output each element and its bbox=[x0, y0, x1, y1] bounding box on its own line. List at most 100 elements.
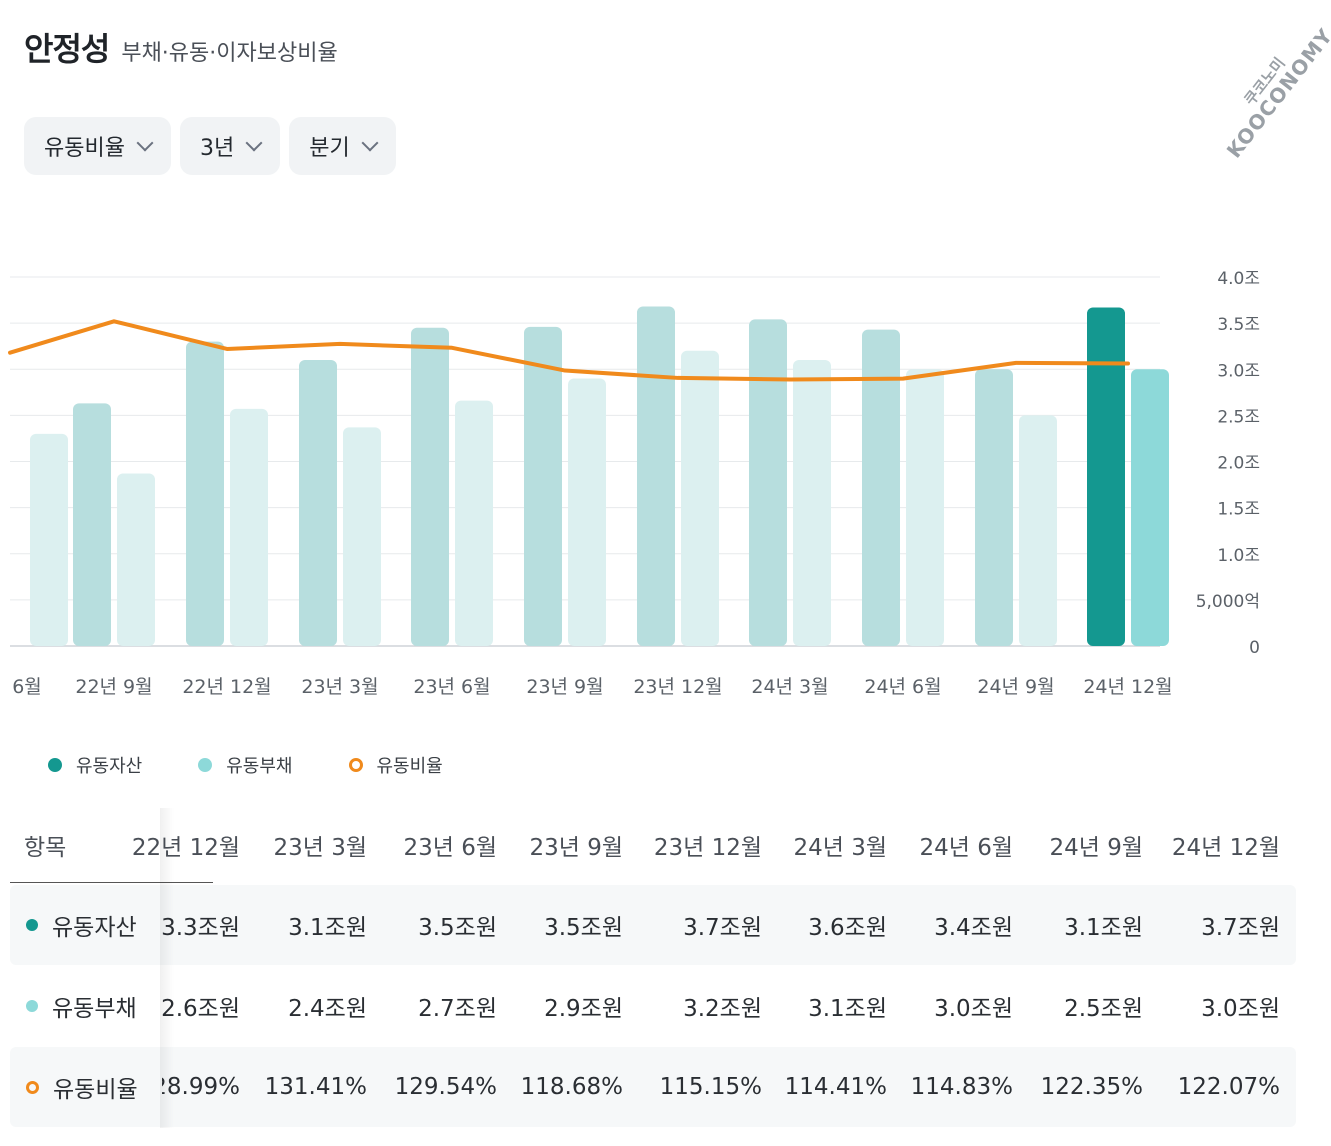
table-cell: 3.1조원 bbox=[288, 915, 367, 941]
table-row-liability: 2.6조원 2.4조원 2.7조원 2.9조원 3.2조원 3.1조원 3.0조원 2.5조원… bbox=[10, 966, 1296, 1046]
row-header: 유동자산 bbox=[26, 885, 162, 965]
table-cell: 3.7조원 bbox=[1201, 915, 1280, 941]
page-title: 안정성 bbox=[24, 30, 110, 68]
page-subtitle: 부채·유동·이자보상비율 bbox=[121, 41, 338, 66]
ratio-marker bbox=[26, 1080, 39, 1094]
table-cell: 2.9조원 bbox=[544, 996, 623, 1022]
bar-asset bbox=[411, 327, 449, 646]
table-cell: 118.68% bbox=[520, 1074, 623, 1100]
table-cell: 115.15% bbox=[659, 1074, 762, 1100]
table-column-header: 24년 9월 bbox=[1049, 835, 1143, 861]
table-column-header: 23년 6월 bbox=[403, 835, 497, 861]
row-label: 유동부채 bbox=[52, 996, 137, 1022]
series-line-ratio bbox=[8, 319, 1130, 382]
header-divider bbox=[10, 882, 213, 883]
y-tick-label: 1.5조 bbox=[1217, 500, 1260, 520]
data-table: 항목 22년 12월 23년 3월 23년 6월 23년 9월 23년 12월 24년 3… bbox=[10, 808, 1296, 1128]
bar-asset bbox=[862, 329, 900, 646]
table-cell: 3.5조원 bbox=[544, 915, 623, 941]
bar-liability bbox=[681, 350, 719, 646]
table-cell: 3.4조원 bbox=[934, 915, 1013, 941]
bar-liability bbox=[30, 433, 68, 646]
table-cell: 2.5조원 bbox=[1064, 996, 1143, 1022]
x-tick-label: 24년 9월 bbox=[977, 676, 1054, 698]
table-cell: 3.0조원 bbox=[1201, 996, 1280, 1022]
bar-asset bbox=[637, 306, 675, 646]
bar-liability bbox=[230, 408, 268, 646]
legend-ratio-label: 유동비율 bbox=[376, 756, 443, 777]
table-cell: 3.1조원 bbox=[1064, 915, 1143, 941]
section-header: 안정성 부채·유동·이자보상비율 bbox=[24, 24, 338, 70]
bar-asset bbox=[73, 403, 111, 646]
table-column-header: 23년 3월 bbox=[273, 835, 367, 861]
table-cell: 122.07% bbox=[1177, 1074, 1280, 1100]
bar-liability bbox=[1131, 369, 1169, 646]
x-tick-label: 24년 3월 bbox=[751, 676, 828, 698]
bar-asset bbox=[524, 326, 562, 646]
chevron-down-icon bbox=[136, 134, 154, 152]
y-tick-label: 3.0조 bbox=[1217, 361, 1260, 381]
table-column-header: 24년 6월 bbox=[919, 835, 1013, 861]
period-filter-label: 3년 bbox=[199, 136, 235, 161]
y-tick-label: 3.5조 bbox=[1217, 315, 1260, 335]
watermark-line2: KOOCONOMY bbox=[1221, 23, 1331, 163]
table-cell: 3.7조원 bbox=[683, 915, 762, 941]
y-tick-label: 1.0조 bbox=[1217, 546, 1260, 566]
x-tick-label: 23년 3월 bbox=[301, 676, 378, 698]
x-tick-label: 6월 bbox=[12, 676, 42, 698]
liability-marker bbox=[26, 1000, 38, 1012]
x-tick-label: 23년 6월 bbox=[413, 676, 490, 698]
bar-asset bbox=[975, 369, 1013, 646]
legend-asset-label: 유동자산 bbox=[76, 756, 143, 777]
y-tick-label: 0 bbox=[1249, 638, 1260, 658]
table-cell: 3.3조원 bbox=[161, 915, 240, 941]
y-tick-label: 5,000억 bbox=[1196, 592, 1260, 612]
row-label: 유동자산 bbox=[52, 915, 137, 941]
table-cell: 131.41% bbox=[264, 1074, 367, 1100]
x-tick-label: 24년 6월 bbox=[864, 676, 941, 698]
period-filter-dropdown[interactable]: 3년 bbox=[179, 117, 281, 175]
legend-ratio-marker bbox=[348, 758, 363, 772]
x-tick-label: 22년 9월 bbox=[75, 676, 152, 698]
bar-liability bbox=[568, 378, 606, 646]
table-column-header: 24년 3월 bbox=[793, 835, 887, 861]
metric-filter-dropdown[interactable]: 유동비율 bbox=[24, 117, 171, 175]
table-cell: 2.6조원 bbox=[161, 996, 240, 1022]
x-tick-label: 22년 12월 bbox=[182, 676, 271, 698]
table-column-header: 24년 12월 bbox=[1171, 835, 1280, 861]
table-cell: 2.4조원 bbox=[288, 996, 367, 1022]
table-header-item: 항목 bbox=[24, 835, 67, 861]
metric-filter-label: 유동비율 bbox=[44, 136, 125, 161]
bar-asset bbox=[299, 360, 337, 646]
x-tick-label: 23년 12월 bbox=[633, 676, 722, 698]
legend-asset-marker bbox=[48, 758, 62, 772]
bar-liability bbox=[455, 400, 493, 646]
table-cell: 114.83% bbox=[910, 1074, 1013, 1100]
chart-legend: 유동자산 유동부채 유동비율 bbox=[48, 752, 499, 778]
bar-asset bbox=[1087, 307, 1125, 646]
legend-item-liability[interactable]: 유동부채 bbox=[198, 752, 293, 778]
table-cell: 3.0조원 bbox=[934, 996, 1013, 1022]
legend-liability-label: 유동부채 bbox=[226, 756, 293, 777]
legend-item-ratio[interactable]: 유동비율 bbox=[348, 752, 443, 778]
row-label: 유동비율 bbox=[53, 1077, 138, 1103]
bar-liability bbox=[117, 473, 155, 646]
table-cell: 129.54% bbox=[394, 1074, 497, 1100]
legend-item-asset[interactable]: 유동자산 bbox=[48, 752, 142, 778]
table-cell: 3.6조원 bbox=[808, 915, 887, 941]
row-header: 유동비율 bbox=[26, 1047, 162, 1127]
table-cell: 2.7조원 bbox=[418, 996, 497, 1022]
bar-asset bbox=[186, 341, 224, 646]
chevron-down-icon bbox=[361, 134, 379, 152]
current-ratio-chart: 4.0조 3.5조 3.0조 2.5조 2.0조 1.5조 1.0조 5,000억 0 6월 22년… bbox=[8, 269, 1260, 698]
table-header: 항목 22년 12월 23년 3월 23년 6월 23년 9월 23년 12월 24년 3… bbox=[10, 808, 1296, 884]
interval-filter-dropdown[interactable]: 분기 bbox=[289, 117, 396, 175]
table-column-header: 22년 12월 bbox=[131, 835, 240, 861]
table-cell: 3.2조원 bbox=[683, 996, 762, 1022]
x-tick-label: 24년 12월 bbox=[1083, 676, 1172, 698]
table-column-header: 23년 12월 bbox=[653, 835, 762, 861]
legend-liability-marker bbox=[198, 758, 213, 772]
interval-filter-label: 분기 bbox=[309, 136, 350, 161]
y-tick-label: 2.5조 bbox=[1217, 407, 1260, 427]
asset-marker bbox=[26, 919, 38, 931]
